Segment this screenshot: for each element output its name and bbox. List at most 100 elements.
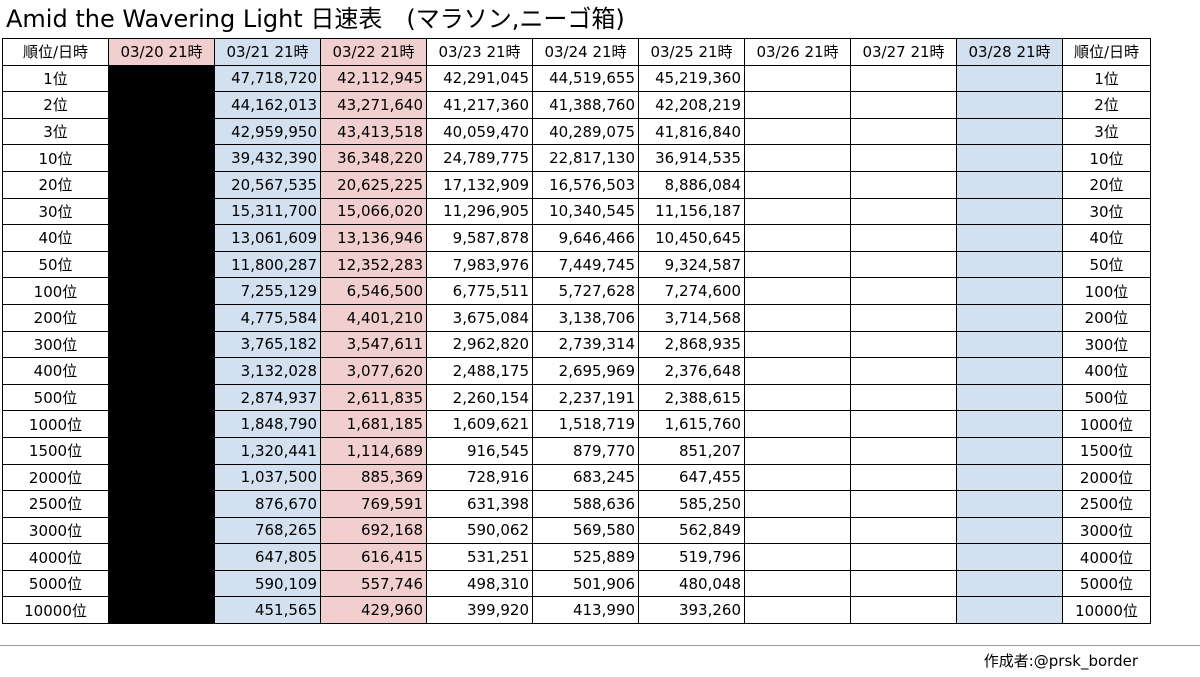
- rank-cell[interactable]: 3000位: [2, 516, 109, 545]
- value-cell[interactable]: 728,916: [426, 463, 533, 492]
- value-cell[interactable]: [956, 357, 1063, 385]
- rank-cell[interactable]: 300位: [2, 330, 109, 359]
- value-cell[interactable]: [956, 91, 1063, 119]
- value-cell[interactable]: 519,796: [638, 543, 745, 571]
- value-cell[interactable]: [744, 410, 851, 438]
- value-cell[interactable]: 8,886,084: [638, 170, 745, 199]
- rank-cell[interactable]: 30位: [2, 197, 109, 226]
- rank-cell[interactable]: 500位: [2, 383, 109, 412]
- value-cell[interactable]: [744, 277, 851, 305]
- value-cell[interactable]: 879,770: [532, 436, 639, 465]
- value-cell[interactable]: 399,920: [426, 596, 533, 625]
- rank-cell[interactable]: 4000位: [1062, 543, 1151, 571]
- rank-cell[interactable]: 400位: [1062, 357, 1151, 385]
- value-cell[interactable]: [850, 91, 957, 119]
- value-cell[interactable]: 851,207: [638, 436, 745, 465]
- value-cell[interactable]: 11,800,287: [214, 250, 321, 279]
- value-cell[interactable]: [956, 64, 1063, 93]
- value-cell[interactable]: [956, 197, 1063, 226]
- value-cell[interactable]: 17,132,909: [426, 170, 533, 199]
- value-cell[interactable]: [956, 250, 1063, 279]
- rank-cell[interactable]: 3位: [2, 117, 109, 146]
- value-cell[interactable]: [744, 91, 851, 119]
- value-cell[interactable]: [850, 303, 957, 332]
- value-cell[interactable]: 876,670: [214, 490, 321, 518]
- value-cell[interactable]: 42,959,950: [214, 117, 321, 146]
- header-cell[interactable]: 03/24 21時: [532, 38, 639, 66]
- value-cell[interactable]: 4,775,584: [214, 303, 321, 332]
- rank-cell[interactable]: 2500位: [2, 490, 109, 518]
- value-cell[interactable]: [744, 170, 851, 199]
- value-cell[interactable]: [744, 197, 851, 226]
- value-cell[interactable]: 44,162,013: [214, 91, 321, 119]
- value-cell[interactable]: [108, 543, 215, 571]
- value-cell[interactable]: 1,615,760: [638, 410, 745, 438]
- value-cell[interactable]: 5,727,628: [532, 277, 639, 305]
- rank-cell[interactable]: 200位: [2, 303, 109, 332]
- value-cell[interactable]: [744, 303, 851, 332]
- value-cell[interactable]: [956, 170, 1063, 199]
- value-cell[interactable]: 585,250: [638, 490, 745, 518]
- value-cell[interactable]: [850, 357, 957, 385]
- value-cell[interactable]: [850, 569, 957, 598]
- value-cell[interactable]: [850, 330, 957, 359]
- value-cell[interactable]: 45,219,360: [638, 64, 745, 93]
- value-cell[interactable]: [956, 330, 1063, 359]
- value-cell[interactable]: 42,291,045: [426, 64, 533, 93]
- value-cell[interactable]: [108, 596, 215, 625]
- value-cell[interactable]: [744, 330, 851, 359]
- value-cell[interactable]: 916,545: [426, 436, 533, 465]
- value-cell[interactable]: [108, 383, 215, 412]
- value-cell[interactable]: 40,289,075: [532, 117, 639, 146]
- header-cell[interactable]: 03/28 21時: [956, 38, 1063, 66]
- value-cell[interactable]: 43,271,640: [320, 91, 427, 119]
- value-cell[interactable]: [108, 117, 215, 146]
- value-cell[interactable]: 501,906: [532, 569, 639, 598]
- value-cell[interactable]: 3,547,611: [320, 330, 427, 359]
- rank-cell[interactable]: 2500位: [1062, 490, 1151, 518]
- value-cell[interactable]: [956, 436, 1063, 465]
- value-cell[interactable]: 39,432,390: [214, 144, 321, 172]
- rank-cell[interactable]: 10000位: [2, 596, 109, 625]
- value-cell[interactable]: [956, 144, 1063, 172]
- value-cell[interactable]: [956, 303, 1063, 332]
- value-cell[interactable]: 41,388,760: [532, 91, 639, 119]
- value-cell[interactable]: [956, 490, 1063, 518]
- value-cell[interactable]: 2,962,820: [426, 330, 533, 359]
- value-cell[interactable]: [744, 516, 851, 545]
- value-cell[interactable]: 12,352,283: [320, 250, 427, 279]
- value-cell[interactable]: [744, 543, 851, 571]
- value-cell[interactable]: [850, 543, 957, 571]
- value-cell[interactable]: [850, 117, 957, 146]
- value-cell[interactable]: 647,805: [214, 543, 321, 571]
- rank-cell[interactable]: 1位: [2, 64, 109, 93]
- rank-cell[interactable]: 400位: [2, 357, 109, 385]
- header-cell[interactable]: 03/21 21時: [214, 38, 321, 66]
- value-cell[interactable]: 1,320,441: [214, 436, 321, 465]
- value-cell[interactable]: 15,311,700: [214, 197, 321, 226]
- value-cell[interactable]: [956, 596, 1063, 625]
- value-cell[interactable]: 590,109: [214, 569, 321, 598]
- rank-cell[interactable]: 100位: [1062, 277, 1151, 305]
- value-cell[interactable]: 10,340,545: [532, 197, 639, 226]
- value-cell[interactable]: 1,681,185: [320, 410, 427, 438]
- rank-cell[interactable]: 1000位: [2, 410, 109, 438]
- value-cell[interactable]: 1,848,790: [214, 410, 321, 438]
- value-cell[interactable]: 2,868,935: [638, 330, 745, 359]
- value-cell[interactable]: [850, 64, 957, 93]
- value-cell[interactable]: [744, 117, 851, 146]
- value-cell[interactable]: 616,415: [320, 543, 427, 571]
- value-cell[interactable]: 557,746: [320, 569, 427, 598]
- value-cell[interactable]: 13,136,946: [320, 224, 427, 252]
- rank-cell[interactable]: 2000位: [2, 463, 109, 492]
- header-cell[interactable]: 03/26 21時: [744, 38, 851, 66]
- value-cell[interactable]: 7,983,976: [426, 250, 533, 279]
- value-cell[interactable]: 36,348,220: [320, 144, 427, 172]
- value-cell[interactable]: 3,138,706: [532, 303, 639, 332]
- value-cell[interactable]: 647,455: [638, 463, 745, 492]
- value-cell[interactable]: [108, 250, 215, 279]
- value-cell[interactable]: [956, 543, 1063, 571]
- value-cell[interactable]: 36,914,535: [638, 144, 745, 172]
- value-cell[interactable]: 885,369: [320, 463, 427, 492]
- value-cell[interactable]: 7,449,745: [532, 250, 639, 279]
